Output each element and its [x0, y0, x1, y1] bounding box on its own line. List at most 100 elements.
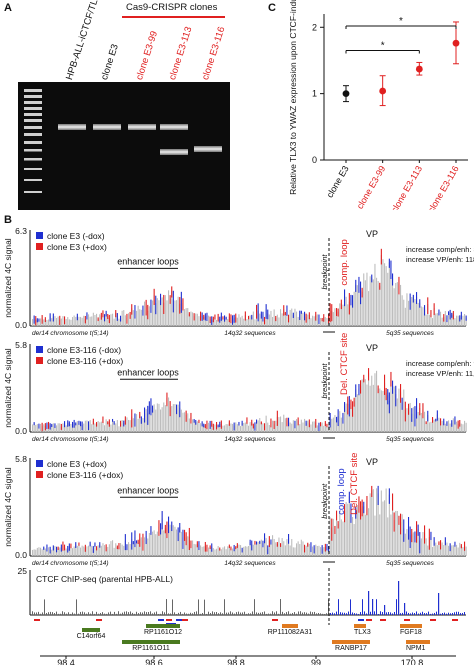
b-signal-bar	[48, 547, 50, 556]
b-signal-bar	[86, 420, 88, 432]
b-signal-bar	[100, 315, 102, 326]
b4-chip-bar	[180, 611, 181, 615]
b-signal-overlay	[385, 387, 387, 401]
b-signal-bar	[292, 314, 294, 326]
c-point	[342, 90, 350, 98]
b-signal-bar	[206, 316, 208, 326]
b-signal-overlay	[297, 417, 299, 426]
b-signal-overlay	[344, 401, 346, 412]
b-signal-bar	[91, 316, 93, 326]
b-signal-overlay	[204, 424, 206, 429]
b4-chip-bar	[112, 613, 113, 615]
b-signal-overlay	[321, 545, 323, 554]
b-signal-bar	[190, 311, 192, 326]
b-signal-bar	[225, 549, 227, 556]
b-signal-overlay	[92, 418, 94, 425]
b-signal-bar	[268, 314, 270, 326]
b-signal-bar	[369, 276, 371, 326]
b-signal-bar	[371, 277, 373, 326]
b-signal-overlay	[419, 299, 421, 308]
b-signal-overlay	[219, 316, 221, 323]
b-signal-overlay	[305, 313, 307, 323]
b-signal-bar	[97, 421, 99, 432]
b-signal-overlay	[313, 545, 315, 554]
b-signal-bar	[358, 283, 360, 326]
b-signal-bar	[409, 300, 411, 326]
b-signal-bar	[300, 311, 302, 326]
b-signal-bar	[230, 548, 232, 556]
b-signal-overlay	[206, 544, 208, 552]
b-signal-bar	[232, 423, 234, 432]
b-signal-bar	[419, 302, 421, 326]
b4-chip-bar	[74, 613, 75, 615]
b-signal-overlay	[49, 546, 51, 554]
gel-band-lane2	[93, 124, 121, 130]
b-legend-swatch	[36, 471, 43, 478]
b-signal-bar	[366, 272, 368, 326]
b-signal-overlay	[193, 313, 195, 321]
b-signal-bar	[251, 316, 253, 326]
b-signal-bar	[67, 422, 69, 432]
b-signal-overlay	[267, 309, 269, 320]
b-signal-overlay	[139, 411, 141, 419]
b4-ctcf-mark	[34, 619, 40, 621]
b-signal-bar	[406, 408, 408, 432]
b-signal-bar	[217, 546, 219, 556]
b-signal-bar	[89, 420, 91, 432]
b-signal-overlay	[70, 543, 72, 549]
b-signal-overlay	[190, 412, 192, 424]
b4-gene-label: RANBP17	[335, 645, 367, 652]
b-signal-overlay	[409, 526, 411, 548]
b-signal-overlay	[112, 418, 114, 422]
b-signal-bar	[198, 544, 200, 556]
b4-chip-bar	[430, 613, 431, 615]
b-signal-bar	[224, 546, 226, 556]
b-signal-bar	[408, 300, 410, 326]
b-signal-overlay	[390, 260, 392, 280]
b-signal-bar	[121, 544, 123, 556]
b-signal-bar	[332, 312, 334, 326]
b-signal-bar	[120, 423, 122, 432]
b4-chip-bar	[380, 611, 381, 615]
b-signal-bar	[94, 315, 96, 326]
b-signal-bar	[305, 545, 307, 556]
b-signal-bar	[185, 308, 187, 326]
b-signal-bar	[238, 544, 240, 556]
b-signal-bar	[398, 519, 400, 556]
b-signal-bar	[249, 541, 251, 556]
b-signal-bar	[289, 309, 291, 326]
b-signal-bar	[153, 530, 155, 556]
b4-chip-bar	[60, 613, 61, 615]
b4-chip-bar	[166, 599, 167, 615]
b-signal-overlay	[73, 419, 75, 428]
b-signal-bar	[115, 543, 117, 556]
b-signal-overlay	[268, 536, 270, 548]
b-signal-overlay	[49, 423, 51, 430]
b-signal-bar	[65, 548, 67, 556]
b-signal-bar	[403, 389, 405, 432]
b4-chip-bar	[270, 613, 271, 615]
b-signal-bar	[140, 419, 142, 432]
b-signal-bar	[174, 300, 176, 326]
b-signal-overlay	[81, 421, 83, 431]
b-signal-bar	[260, 539, 262, 556]
b4-chip-bar	[86, 613, 87, 615]
b-signal-bar	[257, 541, 259, 556]
b-signal-bar	[288, 537, 290, 556]
b-signal-overlay	[408, 516, 410, 540]
b-signal-overlay	[460, 311, 462, 320]
b-signal-bar	[41, 549, 43, 556]
b-signal-bar	[129, 544, 131, 556]
b4-chip-bar	[254, 599, 255, 615]
b-signal-bar	[460, 423, 462, 432]
b-signal-bar	[435, 313, 437, 326]
b4-chip-bar	[124, 611, 125, 615]
b-signal-bar	[92, 421, 94, 432]
b4-chip-bar	[298, 611, 299, 615]
b-signal-bar	[65, 425, 67, 432]
b4-chip-bar	[332, 612, 333, 615]
b-signal-overlay	[80, 421, 82, 427]
b-signal-overlay	[265, 304, 267, 319]
b-signal-bar	[52, 423, 54, 432]
b4-chip-bar	[434, 612, 435, 615]
